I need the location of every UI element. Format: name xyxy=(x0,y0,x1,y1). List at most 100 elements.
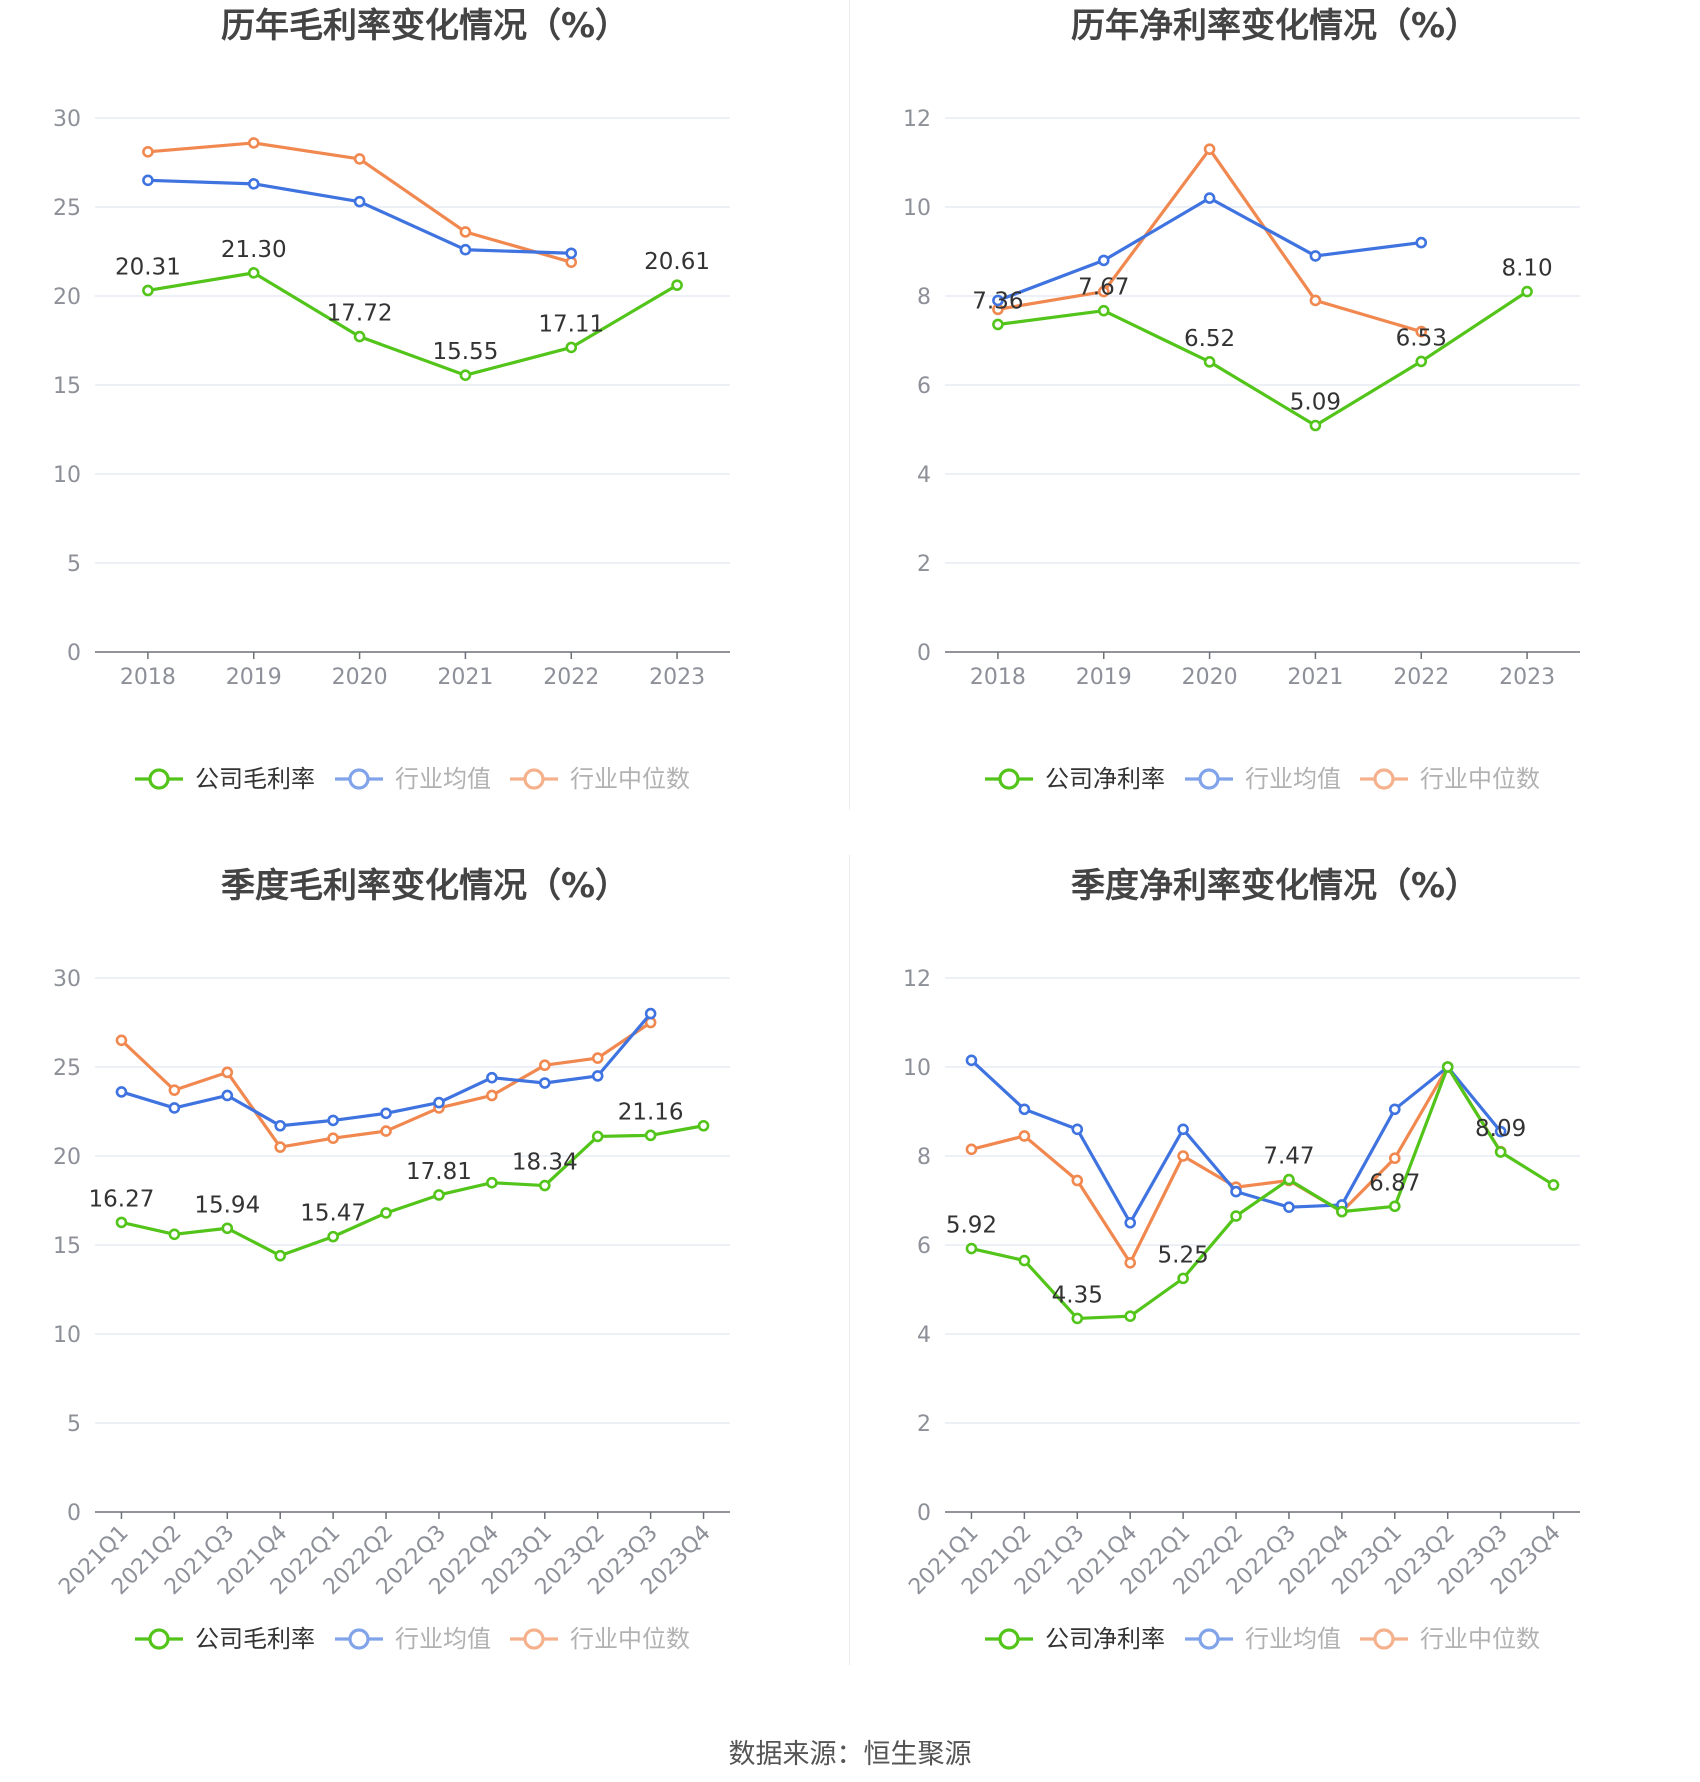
median-data-point xyxy=(115,1034,128,1047)
company-data-point xyxy=(1018,1254,1031,1267)
avg-legend-item: 行业均值 xyxy=(1185,1625,1341,1653)
avg-data-point xyxy=(1230,1185,1242,1198)
data-label: 5.25 xyxy=(1158,1242,1209,1268)
avg-data-point xyxy=(1283,1201,1295,1213)
y-tick-label: 0 xyxy=(917,1501,931,1526)
avg-data-point xyxy=(1388,1103,1401,1116)
company-legend-label: 公司净利率 xyxy=(1045,1625,1165,1653)
company-data-point xyxy=(1097,304,1110,317)
data-label: 17.81 xyxy=(406,1159,472,1185)
company-series-line xyxy=(147,271,678,377)
data-label: 15.55 xyxy=(432,339,498,365)
median-data-point xyxy=(1018,1130,1031,1142)
company-data-point xyxy=(221,1222,234,1235)
median-data-point xyxy=(591,1052,604,1064)
company-data-point xyxy=(1388,1200,1401,1213)
avg-data-point xyxy=(380,1107,392,1120)
avg-legend-item: 行业均值 xyxy=(335,765,491,793)
data-label: 21.30 xyxy=(221,237,287,263)
company-data-point xyxy=(142,284,154,297)
data-label: 7.67 xyxy=(1078,275,1129,301)
y-tick-label: 15 xyxy=(53,374,81,399)
vertical-divider-top xyxy=(849,0,850,810)
avg-data-point xyxy=(1177,1123,1189,1136)
y-tick-label: 2 xyxy=(917,1412,931,1437)
x-tick-label: 2022 xyxy=(543,665,599,690)
y-tick-label: 10 xyxy=(903,196,931,221)
x-tick-label: 2021 xyxy=(1287,665,1343,690)
x-tick-label: 2018 xyxy=(120,665,176,690)
company-legend-marker xyxy=(998,1628,1020,1650)
avg-series-line xyxy=(147,178,572,255)
data-label: 6.53 xyxy=(1396,325,1447,351)
avg-data-point xyxy=(1494,1125,1507,1138)
company-data-point xyxy=(644,1129,657,1142)
median-data-point xyxy=(1097,285,1110,298)
annual-gross-margin-chart: 历年毛利率变化情况（%） 0 5 10 15 20 25 30 2018 2019 2020 2021… xyxy=(0,0,850,860)
company-data-point xyxy=(1071,1312,1084,1325)
company-data-point xyxy=(1415,355,1428,368)
avg-data-point xyxy=(1097,254,1110,267)
x-tick-label: 2022 xyxy=(1393,665,1449,690)
data-label: 8.10 xyxy=(1501,256,1552,282)
avg-legend-label: 行业均值 xyxy=(1245,1625,1341,1653)
company-data-point xyxy=(992,318,1004,331)
avg-legend-marker xyxy=(348,1628,370,1650)
company-data-point xyxy=(353,330,366,343)
data-label: 16.27 xyxy=(89,1186,155,1212)
avg-legend-label: 行业均值 xyxy=(1245,765,1341,793)
median-data-point xyxy=(1388,1152,1401,1165)
company-legend-marker xyxy=(148,1628,170,1650)
median-data-point xyxy=(1309,294,1322,307)
median-data-point xyxy=(1203,143,1216,155)
y-tick-label: 8 xyxy=(917,285,931,310)
avg-data-point xyxy=(1071,1123,1084,1136)
y-tick-label: 10 xyxy=(903,1056,931,1081)
data-label: 17.11 xyxy=(538,311,604,337)
median-data-point xyxy=(1177,1150,1189,1162)
avg-data-point xyxy=(992,294,1004,307)
median-legend-label: 行业中位数 xyxy=(1420,1625,1540,1653)
company-data-point xyxy=(1230,1210,1242,1222)
y-tick-label: 30 xyxy=(53,107,81,132)
company-series-line xyxy=(971,1065,1555,1321)
median-legend-item: 行业中位数 xyxy=(1360,1625,1540,1653)
data-label: 5.92 xyxy=(946,1213,997,1239)
avg-data-point xyxy=(1415,236,1428,249)
median-series-line xyxy=(971,1065,1502,1265)
company-legend-item: 公司毛利率 xyxy=(135,1625,315,1653)
median-data-point xyxy=(353,153,366,165)
data-label: 6.52 xyxy=(1184,326,1235,352)
company-data-point xyxy=(697,1119,710,1132)
data-label: 20.61 xyxy=(644,249,710,275)
median-data-point xyxy=(965,1143,978,1156)
company-data-point xyxy=(486,1176,498,1189)
x-tick-label: 2023 xyxy=(649,665,705,690)
company-data-point xyxy=(115,1216,128,1229)
avg-data-point xyxy=(1018,1103,1031,1116)
y-tick-label: 20 xyxy=(53,1145,81,1170)
avg-data-point xyxy=(965,1054,978,1067)
data-label: 7.36 xyxy=(972,288,1023,314)
company-data-point xyxy=(965,1242,978,1255)
x-tick-label: 2021 xyxy=(437,665,493,690)
company-data-point xyxy=(1494,1146,1507,1158)
data-label: 20.31 xyxy=(115,254,181,280)
company-legend-marker xyxy=(148,768,170,790)
median-data-point xyxy=(380,1125,392,1137)
y-tick-label: 5 xyxy=(67,1412,81,1437)
data-label: 8.09 xyxy=(1475,1116,1526,1142)
data-label: 6.87 xyxy=(1369,1170,1420,1196)
y-tick-label: 0 xyxy=(67,1501,81,1526)
company-data-point xyxy=(671,279,683,291)
y-tick-label: 12 xyxy=(903,967,931,992)
avg-data-point xyxy=(327,1114,339,1127)
company-data-point xyxy=(1124,1310,1137,1323)
chart-svg: 季度净利率变化情况（%）0246810122021Q12021Q22021Q32… xyxy=(903,866,1580,1653)
median-data-point xyxy=(168,1084,181,1096)
y-tick-label: 12 xyxy=(903,107,931,132)
company-legend-label: 公司毛利率 xyxy=(195,1625,315,1653)
company-series-line xyxy=(121,1124,704,1258)
company-data-point xyxy=(1283,1173,1295,1186)
chart-svg: 历年净利率变化情况（%） 0 2 4 6 8 10 12 2018 2019 2020 2021 202… xyxy=(903,6,1580,793)
